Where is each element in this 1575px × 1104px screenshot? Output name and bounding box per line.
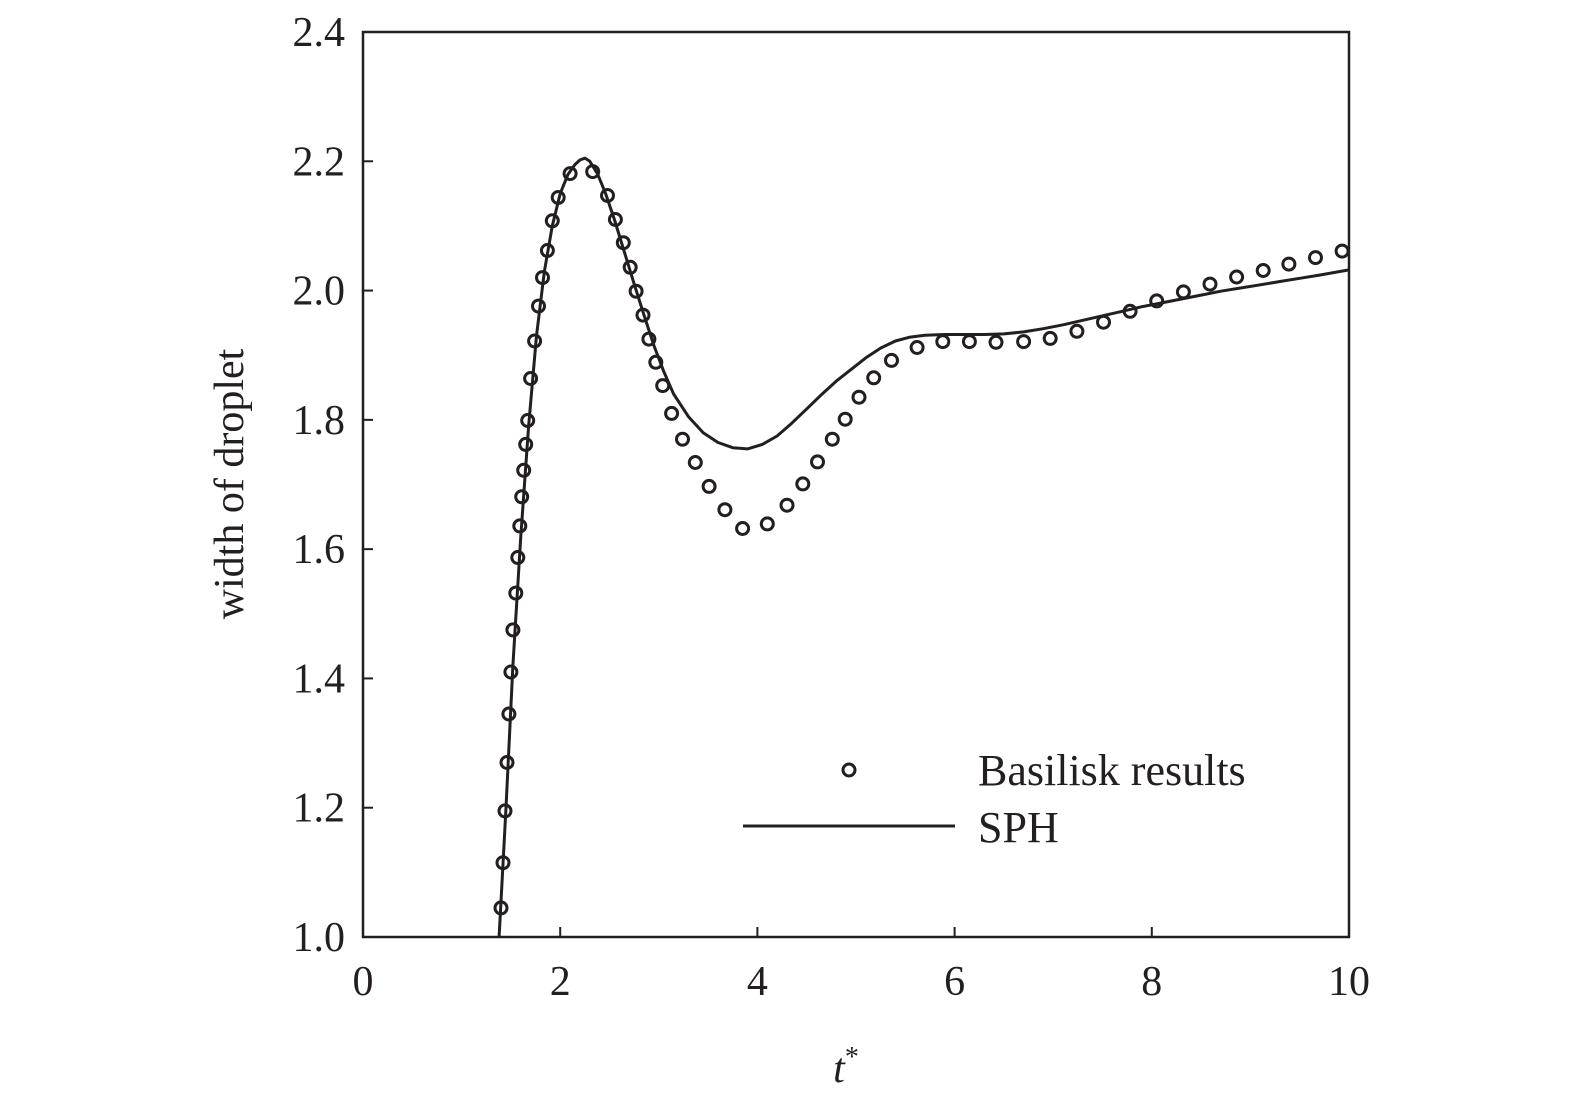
x-tick-label: 0 [353,959,374,1005]
basilisk-point [675,431,690,447]
basilisk-point [622,259,638,275]
legend-marker-basilisk [841,762,857,778]
y-tick-label: 1.8 [293,398,346,444]
basilisk-point [1122,303,1138,319]
basilisk-point [539,243,555,258]
basilisk-point [499,755,515,770]
basilisk-point [1096,314,1111,330]
basilisk-point [508,585,524,601]
basilisk-point [512,518,528,534]
basilisk-point [1042,330,1058,346]
basilisk-point [735,521,751,536]
legend-label-sph: SPH [978,803,1059,852]
basilisk-point [866,370,882,386]
basilisk-point [635,307,651,323]
basilisk-point [824,431,840,447]
basilisk-point [520,413,536,428]
basilisk-point [600,188,615,203]
basilisk-point [687,455,703,470]
basilisk-point [527,333,543,349]
basilisk-point [585,164,601,180]
basilisk-point [505,622,521,638]
basilisk-point [759,516,775,532]
basilisk-point [1308,250,1323,266]
legend: Basilisk results SPH [743,746,1246,852]
basilisk-point [779,497,795,513]
basilisk-point [550,190,566,205]
basilisk-point [810,454,825,470]
basilisk-point [1016,334,1032,350]
x-axis-label-main: t [833,1046,846,1092]
y-tick-label: 1.6 [293,527,346,573]
legend-label-basilisk: Basilisk results [978,746,1246,795]
basilisk-point [664,405,680,421]
basilisk-point [523,371,539,386]
basilisk-point [516,462,532,478]
y-tick-label: 1.2 [293,786,346,832]
basilisk-point [988,334,1004,350]
basilisk-point [655,378,671,394]
basilisk-point [935,334,951,350]
basilisk-point [501,706,517,722]
basilisk-point [837,411,853,427]
plot-frame [361,30,1351,939]
y-tick-label: 1.0 [293,915,346,961]
basilisk-point [701,478,717,494]
basilisk-point [615,235,631,251]
basilisk-point [535,270,550,286]
basilisk-point [1149,293,1165,309]
y-axis-label: width of droplet [207,348,253,619]
basilisk-point [493,900,509,916]
basilisk-point [1334,243,1350,259]
x-tick-label: 6 [944,959,965,1005]
basilisk-point [510,550,526,565]
basilisk-point [961,334,977,350]
y-tick-label: 2.4 [293,10,346,56]
x-tick-label: 10 [1328,959,1370,1005]
basilisk-point [495,855,511,871]
basilisk-point [1229,269,1245,285]
y-tick-label: 2.0 [293,269,346,315]
basilisk-point [531,298,546,314]
basilisk-point [717,502,733,518]
basilisk-point [1281,256,1297,272]
y-tick-label: 2.2 [293,139,346,185]
basilisk-point [497,803,513,819]
x-tick-label: 4 [747,959,768,1005]
basilisk-point [1255,263,1271,278]
x-axis: 0 2 4 6 8 10 [353,927,1370,1005]
y-tick-label: 1.4 [293,656,346,702]
basilisk-point [1069,323,1085,339]
basilisk-point [648,354,664,370]
basilisk-point [795,476,811,492]
basilisk-point [1202,276,1218,292]
basilisk-point [851,389,867,405]
sph-line [497,156,1350,938]
basilisk-point [544,213,560,229]
x-axis-label: t* [833,1042,859,1092]
basilisk-point [1175,284,1191,300]
basilisk-point [628,283,644,299]
sph-series [497,156,1350,938]
x-tick-label: 8 [1141,959,1162,1005]
basilisk-series [493,164,1350,916]
basilisk-point [514,489,530,505]
basilisk-point [562,166,578,182]
x-tick-label: 2 [550,959,571,1005]
basilisk-point [503,664,519,680]
basilisk-point [909,340,925,355]
x-axis-label-superscript: * [845,1042,859,1073]
y-axis: 1.0 1.2 1.4 1.6 1.8 2.0 2.2 2.4 [293,10,373,961]
basilisk-point [641,331,657,347]
basilisk-point [884,352,899,368]
basilisk-point [607,212,623,227]
basilisk-point [518,436,534,452]
